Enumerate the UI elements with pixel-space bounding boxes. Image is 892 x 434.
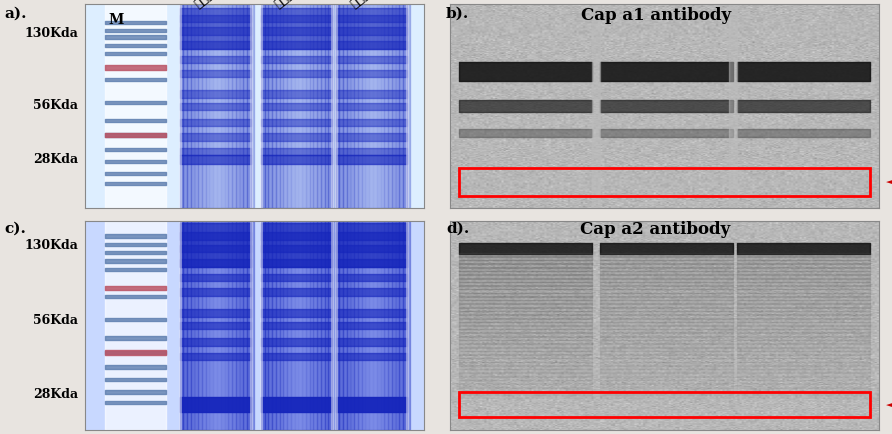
Bar	[459, 168, 870, 196]
Text: 28Kda: 28Kda	[33, 153, 78, 166]
Text: 56Kda: 56Kda	[34, 314, 78, 327]
Text: 28Kda: 28Kda	[33, 388, 78, 401]
Text: Cap a2 antibody: Cap a2 antibody	[581, 221, 731, 238]
Text: 명품비: 명품비	[272, 0, 297, 11]
Text: 56Kda: 56Kda	[34, 99, 78, 112]
Text: d).: d).	[446, 221, 469, 235]
Text: 130Kda: 130Kda	[25, 239, 78, 252]
Text: c).: c).	[4, 221, 27, 235]
Text: 130Kda: 130Kda	[25, 27, 78, 40]
Bar	[459, 392, 870, 417]
Text: ◄: ◄	[886, 172, 892, 191]
Text: M: M	[108, 13, 124, 27]
Text: a).: a).	[4, 7, 27, 20]
Text: 해비치: 해비치	[348, 0, 373, 11]
Text: 빅스타: 빅스타	[192, 0, 217, 11]
Text: ◄: ◄	[886, 395, 892, 414]
Text: b).: b).	[446, 7, 469, 20]
Text: Cap a1 antibody: Cap a1 antibody	[581, 7, 731, 23]
